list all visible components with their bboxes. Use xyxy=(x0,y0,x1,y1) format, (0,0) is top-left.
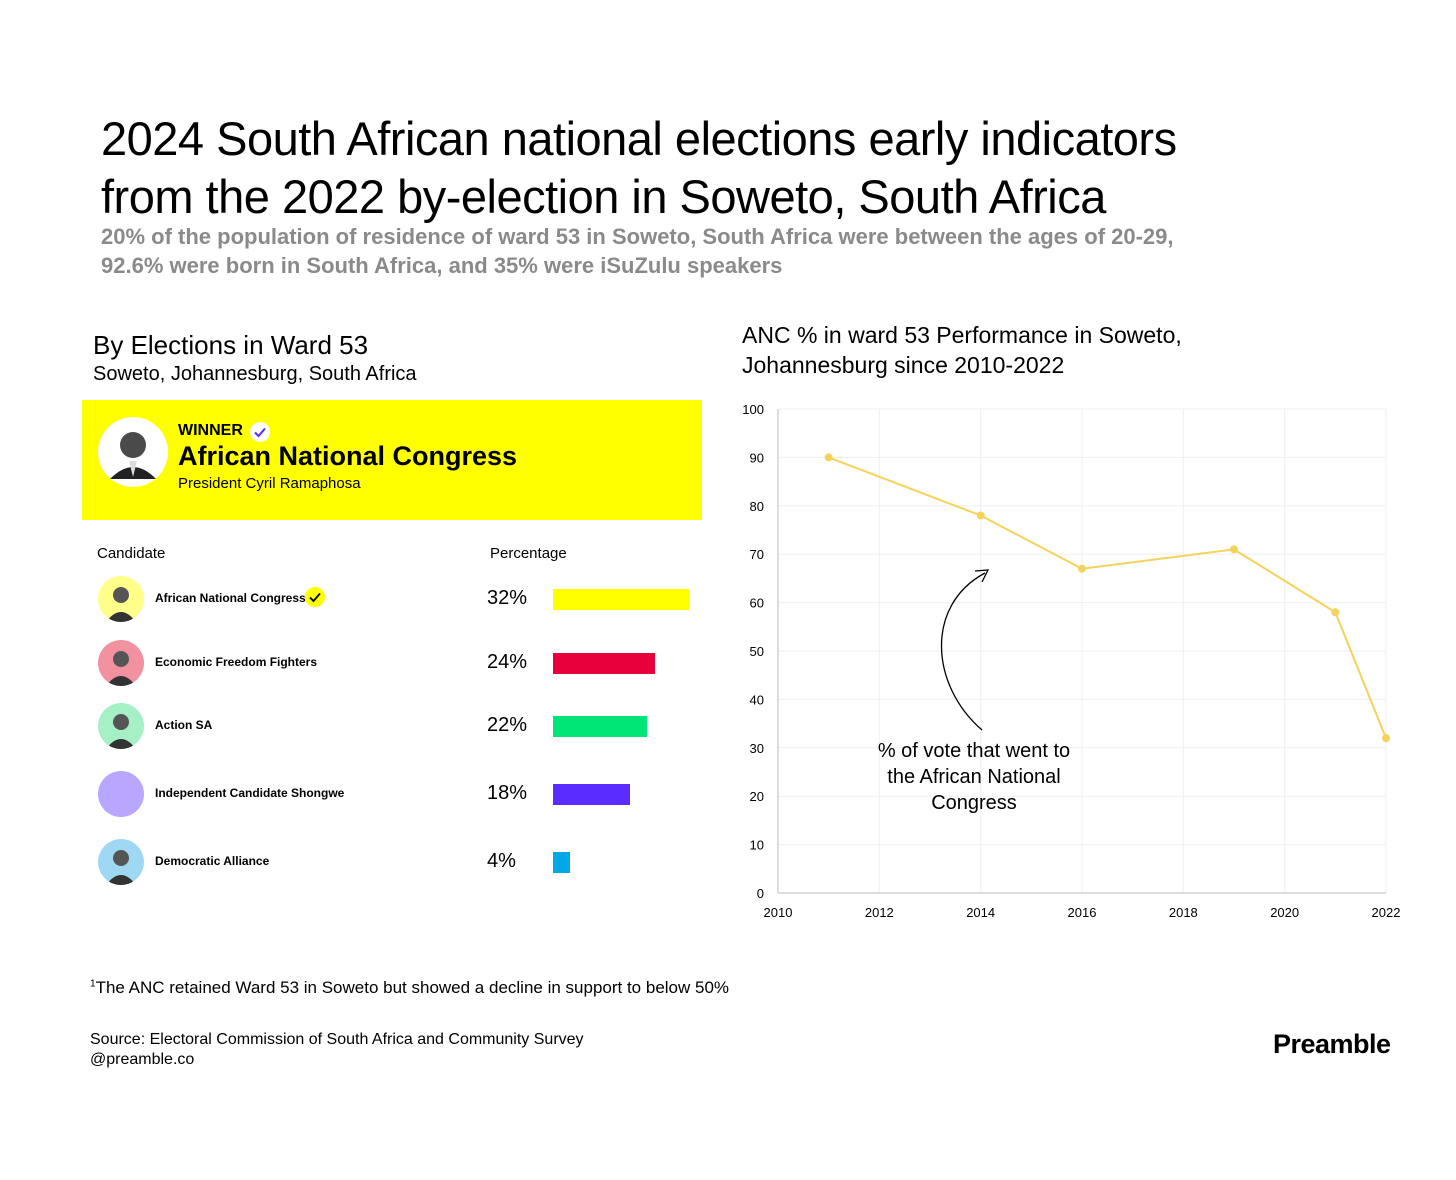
page-subtitle: 20% of the population of residence of wa… xyxy=(101,222,1331,280)
brand-logo: Preamble xyxy=(1273,1029,1391,1059)
candidate-avatar xyxy=(98,703,144,749)
candidate-percentage: 18% xyxy=(487,782,528,804)
person-portrait-icon xyxy=(106,850,136,885)
winner-banner xyxy=(82,400,702,520)
candidate-avatar xyxy=(98,839,144,885)
results-title: By Elections in Ward 53 xyxy=(93,330,369,360)
candidate-column-header: Candidate xyxy=(97,545,166,562)
title-line-1: 2024 South African national elections ea… xyxy=(101,112,1177,165)
x-tick-label: 2022 xyxy=(1372,905,1401,920)
footnote: 1The ANC retained Ward 53 in Soweto but … xyxy=(90,978,729,998)
winner-avatar xyxy=(98,417,168,487)
x-tick-label: 2014 xyxy=(966,905,995,920)
candidate-bar xyxy=(553,589,689,610)
candidate-percentage: 4% xyxy=(487,850,516,872)
winner-person: President Cyril Ramaphosa xyxy=(178,475,361,492)
data-point xyxy=(1078,564,1086,573)
social-handle: @preamble.co xyxy=(90,1051,195,1068)
candidate-percentage: 24% xyxy=(487,651,528,673)
person-portrait-icon xyxy=(106,651,136,686)
footnote-text: The ANC retained Ward 53 in Soweto but s… xyxy=(95,978,730,997)
x-tick-label: 2012 xyxy=(865,905,894,920)
annotation-text: % of vote that went to xyxy=(878,740,1070,762)
footnote-mark: 1 xyxy=(90,978,96,990)
results-subtitle: Soweto, Johannesburg, South Africa xyxy=(93,363,417,385)
candidate-bar xyxy=(553,852,570,873)
chart-title: ANC % in ward 53 Performance in Soweto, … xyxy=(742,320,1262,380)
candidate-avatar xyxy=(98,576,144,622)
source-credit: Source: Electoral Commission of South Af… xyxy=(90,1030,584,1070)
candidate-name: Economic Freedom Fighters xyxy=(155,655,318,669)
y-tick-label: 70 xyxy=(750,547,764,562)
y-tick-label: 100 xyxy=(742,402,764,417)
x-tick-label: 2020 xyxy=(1270,905,1299,920)
source-line: Source: Electoral Commission of South Af… xyxy=(90,1031,584,1048)
person-portrait-icon xyxy=(106,587,136,622)
verified-check-icon xyxy=(305,587,325,607)
candidate-bar xyxy=(553,784,630,805)
subtitle-line-1: 20% of the population of residence of wa… xyxy=(101,224,1174,249)
candidate-percentage: 22% xyxy=(487,714,528,736)
x-tick-label: 2018 xyxy=(1169,905,1198,920)
y-tick-label: 80 xyxy=(750,499,764,514)
title-line-2: from the 2022 by-election in Soweto, Sou… xyxy=(101,170,1106,223)
candidate-avatar xyxy=(98,771,144,817)
annotation-arrow xyxy=(940,572,986,731)
annotation-text: Congress xyxy=(931,792,1017,814)
data-point xyxy=(1331,608,1340,617)
y-tick-label: 90 xyxy=(750,450,764,465)
subtitle-line-2: 92.6% were born in South Africa, and 35%… xyxy=(101,253,783,278)
person-portrait-icon xyxy=(100,419,166,485)
y-tick-label: 20 xyxy=(750,789,764,804)
data-point xyxy=(976,511,985,520)
y-tick-label: 30 xyxy=(750,741,764,756)
candidate-name: Action SA xyxy=(155,718,213,732)
series-line xyxy=(828,456,1387,739)
candidate-name: Democratic Alliance xyxy=(155,854,270,868)
y-tick-label: 60 xyxy=(750,596,764,611)
person-portrait-icon xyxy=(106,714,136,749)
percentage-column-header: Percentage xyxy=(490,545,567,562)
candidate-avatar xyxy=(98,640,144,686)
chart-title-line-1: ANC % in ward 53 Performance in Soweto, xyxy=(742,322,1182,348)
candidate-name: Independent Candidate Shongwe xyxy=(155,786,345,800)
data-point xyxy=(824,453,833,462)
candidate-name: African National Congress xyxy=(155,591,306,605)
candidate-bar xyxy=(553,716,647,737)
y-tick-label: 50 xyxy=(750,644,764,659)
y-tick-label: 10 xyxy=(750,838,764,853)
y-tick-label: 0 xyxy=(757,886,764,901)
candidate-bar xyxy=(553,653,655,674)
y-tick-label: 40 xyxy=(750,692,764,707)
annotation-text: the African National xyxy=(887,766,1060,788)
verified-check-icon xyxy=(250,422,270,442)
candidate-percentage: 32% xyxy=(487,587,528,609)
winner-label: WINNER xyxy=(178,422,243,439)
x-tick-label: 2016 xyxy=(1068,905,1097,920)
chart-title-line-2: Johannesburg since 2010-2022 xyxy=(742,352,1065,378)
page-title: 2024 South African national elections ea… xyxy=(101,110,1361,226)
data-point xyxy=(1382,734,1390,743)
x-tick-label: 2010 xyxy=(764,905,793,920)
winner-party: African National Congress xyxy=(178,441,518,471)
annotation-arrowhead xyxy=(974,569,990,583)
data-point xyxy=(1230,545,1238,554)
line-chart: 0 10 20 30 40 50 60 70 80 90 100 2010 2012 2014 2016 20… xyxy=(742,402,1401,920)
